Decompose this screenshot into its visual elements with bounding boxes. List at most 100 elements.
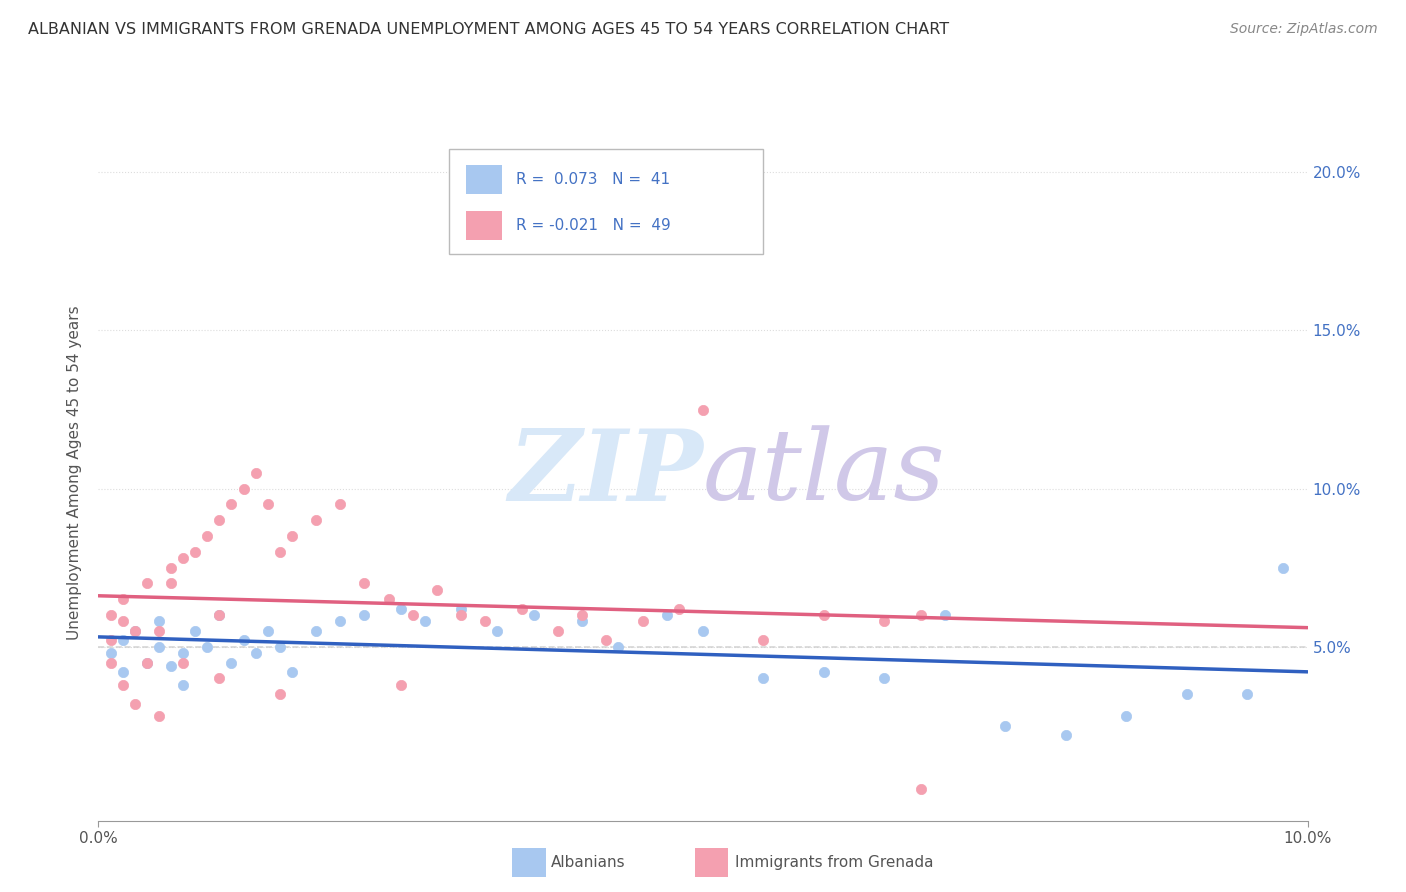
Point	[111, 592, 134, 607]
Text: ZIP: ZIP	[508, 425, 703, 521]
Point	[208, 608, 231, 623]
Point	[353, 608, 375, 623]
Point	[934, 608, 956, 623]
Point	[595, 633, 617, 648]
Point	[160, 576, 183, 591]
Point	[208, 513, 231, 527]
Point	[873, 671, 896, 685]
Point	[281, 665, 304, 679]
Point	[172, 656, 194, 670]
FancyBboxPatch shape	[465, 211, 502, 240]
Point	[148, 615, 170, 629]
Point	[474, 615, 496, 629]
Point	[426, 582, 449, 597]
Text: ALBANIAN VS IMMIGRANTS FROM GRENADA UNEMPLOYMENT AMONG AGES 45 TO 54 YEARS CORRE: ALBANIAN VS IMMIGRANTS FROM GRENADA UNEM…	[28, 22, 949, 37]
Point	[135, 656, 157, 670]
Point	[269, 687, 291, 701]
Point	[172, 646, 194, 660]
Point	[100, 608, 122, 623]
Point	[111, 615, 134, 629]
Point	[221, 656, 243, 670]
Point	[1115, 709, 1137, 723]
Point	[195, 529, 218, 543]
Point	[269, 545, 291, 559]
Point	[413, 615, 436, 629]
Point	[389, 601, 412, 615]
Point	[269, 640, 291, 654]
Point	[692, 624, 714, 638]
Text: Albanians: Albanians	[551, 855, 626, 870]
Point	[111, 633, 134, 648]
Point	[1175, 687, 1198, 701]
Point	[232, 482, 254, 496]
Point	[668, 601, 690, 615]
Point	[172, 551, 194, 566]
Point	[100, 633, 122, 648]
Point	[655, 608, 678, 623]
Point	[148, 709, 170, 723]
Point	[752, 633, 775, 648]
Point	[232, 633, 254, 648]
Point	[208, 671, 231, 685]
Point	[571, 608, 593, 623]
Point	[256, 497, 278, 511]
Point	[195, 640, 218, 654]
Point	[124, 697, 146, 711]
Point	[184, 545, 207, 559]
Point	[148, 640, 170, 654]
Point	[910, 608, 932, 623]
Text: R =  0.073   N =  41: R = 0.073 N = 41	[516, 171, 669, 186]
Point	[135, 656, 157, 670]
Point	[281, 529, 304, 543]
Point	[1272, 560, 1295, 574]
Point	[160, 658, 183, 673]
Point	[124, 624, 146, 638]
Point	[910, 782, 932, 797]
Point	[607, 640, 630, 654]
Point	[245, 466, 267, 480]
Point	[450, 608, 472, 623]
Point	[172, 678, 194, 692]
Point	[111, 678, 134, 692]
Point	[305, 624, 328, 638]
Point	[402, 608, 425, 623]
Point	[873, 615, 896, 629]
Text: R = -0.021   N =  49: R = -0.021 N = 49	[516, 219, 671, 234]
Point	[994, 719, 1017, 733]
FancyBboxPatch shape	[449, 149, 763, 253]
Text: Immigrants from Grenada: Immigrants from Grenada	[735, 855, 934, 870]
Point	[160, 560, 183, 574]
Point	[547, 624, 569, 638]
Point	[245, 646, 267, 660]
Text: atlas: atlas	[703, 425, 946, 520]
Point	[389, 678, 412, 692]
Point	[1236, 687, 1258, 701]
Point	[208, 608, 231, 623]
Point	[100, 646, 122, 660]
Point	[450, 601, 472, 615]
Point	[377, 592, 399, 607]
Point	[100, 656, 122, 670]
Point	[124, 624, 146, 638]
Point	[329, 497, 352, 511]
Point	[752, 671, 775, 685]
Point	[111, 665, 134, 679]
Point	[148, 624, 170, 638]
Point	[692, 402, 714, 417]
Point	[184, 624, 207, 638]
FancyBboxPatch shape	[465, 164, 502, 194]
Point	[135, 576, 157, 591]
Point	[329, 615, 352, 629]
Point	[486, 624, 509, 638]
Point	[305, 513, 328, 527]
Point	[510, 601, 533, 615]
Point	[631, 615, 654, 629]
Point	[1054, 728, 1077, 742]
Y-axis label: Unemployment Among Ages 45 to 54 years: Unemployment Among Ages 45 to 54 years	[67, 305, 83, 640]
Point	[221, 497, 243, 511]
Point	[353, 576, 375, 591]
Point	[813, 608, 835, 623]
Text: Source: ZipAtlas.com: Source: ZipAtlas.com	[1230, 22, 1378, 37]
Point	[813, 665, 835, 679]
Point	[523, 608, 546, 623]
